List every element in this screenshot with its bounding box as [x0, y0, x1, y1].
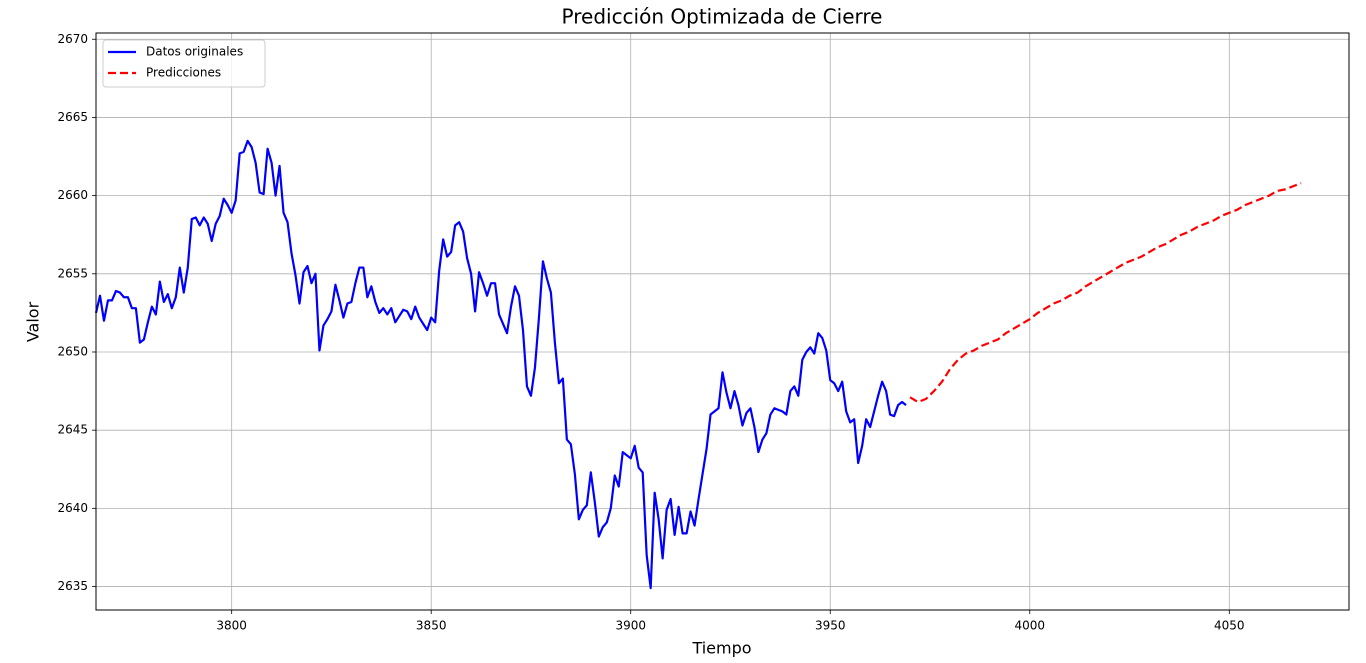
- chart-title: Predicción Optimizada de Cierre: [562, 5, 883, 29]
- x-tick-label: 4050: [1214, 619, 1245, 633]
- y-tick-label: 2665: [57, 110, 88, 124]
- y-tick-label: 2670: [57, 32, 88, 46]
- x-tick-label: 3850: [416, 619, 447, 633]
- x-tick-label: 4000: [1014, 619, 1045, 633]
- data-line: [909, 182, 1302, 404]
- legend: Datos originales Predicciones: [102, 39, 266, 88]
- y-tick-label: 2655: [57, 266, 88, 280]
- y-tick-label: 2645: [57, 423, 88, 437]
- legend-box: [102, 39, 266, 88]
- x-tick-label: 3900: [615, 619, 646, 633]
- y-tick-label: 2650: [57, 344, 88, 358]
- legend-label: Datos originales: [146, 45, 243, 59]
- y-tick-label: 2660: [57, 188, 88, 202]
- y-axis-label: Valor: [24, 301, 43, 342]
- y-tick-label: 2635: [57, 579, 88, 593]
- grid: [96, 33, 1349, 610]
- legend-label: Predicciones: [146, 66, 221, 80]
- data-line: [94, 139, 907, 590]
- x-axis-label: Tiempo: [691, 639, 751, 658]
- axes-frame: [95, 32, 1350, 611]
- x-tick-label: 3800: [216, 619, 247, 633]
- plot: [94, 139, 1302, 590]
- x-tick-label: 3950: [815, 619, 846, 633]
- y-tick-label: 2640: [57, 501, 88, 515]
